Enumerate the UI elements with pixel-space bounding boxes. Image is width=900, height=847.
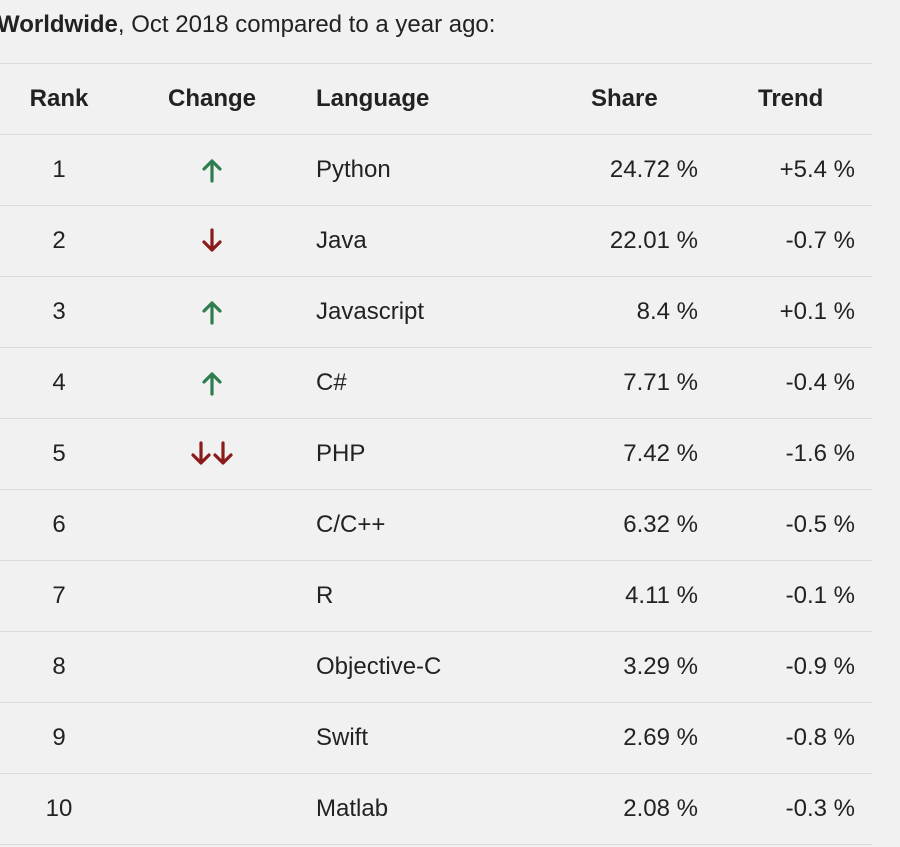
change-cell bbox=[150, 632, 274, 702]
change-cell bbox=[150, 419, 274, 489]
trend-cell: -1.6 % bbox=[785, 440, 855, 467]
rank-cell: 6 bbox=[52, 511, 66, 538]
column-header-trend: Trend bbox=[758, 85, 824, 112]
rank-cell: 4 bbox=[52, 369, 66, 396]
language-cell: Java bbox=[316, 227, 367, 254]
table-row: 9 Swift 2.69 % -0.8 % bbox=[0, 703, 872, 774]
trend-cell: +5.4 % bbox=[779, 156, 855, 183]
heading-description: , Oct 2018 compared to a year ago: bbox=[117, 11, 496, 38]
language-cell: PHP bbox=[316, 440, 366, 467]
trend-cell: -0.7 % bbox=[785, 227, 855, 254]
trend-cell: -0.4 % bbox=[785, 369, 855, 396]
change-cell bbox=[150, 348, 274, 418]
table-row: 7 R 4.11 % -0.1 % bbox=[0, 561, 872, 632]
heading-region: Worldwide bbox=[0, 11, 118, 38]
table-body: 1 Python 24.72 % +5.4 % 2 Java 22.01 % -0.7 % 3 J… bbox=[0, 135, 872, 845]
share-cell: 7.42 % bbox=[623, 440, 698, 467]
trend-cell: -0.5 % bbox=[785, 511, 855, 538]
table-row: 1 Python 24.72 % +5.4 % bbox=[0, 135, 872, 206]
arrow-up-icon bbox=[202, 159, 222, 183]
change-cell bbox=[150, 561, 274, 631]
column-header-rank: Rank bbox=[29, 85, 89, 112]
change-cell bbox=[150, 135, 274, 205]
trend-cell: -0.3 % bbox=[785, 795, 855, 822]
arrow-down-icon bbox=[213, 441, 233, 465]
share-cell: 2.08 % bbox=[623, 795, 698, 822]
rank-cell: 10 bbox=[45, 795, 73, 822]
share-cell: 24.72 % bbox=[609, 156, 698, 183]
language-cell: R bbox=[316, 582, 334, 609]
trend-cell: -0.1 % bbox=[785, 582, 855, 609]
trend-cell: -0.8 % bbox=[785, 724, 855, 751]
rank-cell: 2 bbox=[52, 227, 66, 254]
column-header-change: Change bbox=[167, 85, 256, 112]
arrow-up-icon bbox=[202, 301, 222, 325]
table-row: 3 Javascript 8.4 % +0.1 % bbox=[0, 277, 872, 348]
share-cell: 7.71 % bbox=[623, 369, 698, 396]
rank-cell: 3 bbox=[52, 298, 66, 325]
change-cell bbox=[150, 490, 274, 560]
language-cell: Javascript bbox=[316, 298, 425, 325]
change-cell bbox=[150, 277, 274, 347]
language-ranking-table: Rank Change Language Share Trend 1 Python… bbox=[0, 63, 872, 845]
table-row: 4 C# 7.71 % -0.4 % bbox=[0, 348, 872, 419]
rank-cell: 1 bbox=[52, 156, 66, 183]
table-header-row: Rank Change Language Share Trend bbox=[0, 64, 872, 135]
share-cell: 3.29 % bbox=[623, 653, 698, 680]
language-cell: Swift bbox=[316, 724, 369, 751]
rank-cell: 5 bbox=[52, 440, 66, 467]
change-cell bbox=[150, 774, 274, 844]
table-row: 2 Java 22.01 % -0.7 % bbox=[0, 206, 872, 277]
rank-cell: 8 bbox=[52, 653, 66, 680]
rank-cell: 7 bbox=[52, 582, 66, 609]
arrow-down-icon bbox=[191, 441, 211, 465]
share-cell: 2.69 % bbox=[623, 724, 698, 751]
rank-cell: 9 bbox=[52, 724, 66, 751]
table-row: 10 Matlab 2.08 % -0.3 % bbox=[0, 774, 872, 845]
language-cell: C# bbox=[316, 369, 347, 396]
share-cell: 8.4 % bbox=[636, 298, 698, 325]
share-cell: 22.01 % bbox=[609, 227, 698, 254]
table-row: 5 PHP 7.42 % -1.6 % bbox=[0, 419, 872, 490]
table-row: 6 C/C++ 6.32 % -0.5 % bbox=[0, 490, 872, 561]
trend-cell: -0.9 % bbox=[785, 653, 855, 680]
page-heading: Worldwide, Oct 2018 compared to a year a… bbox=[0, 9, 495, 41]
table-row: 8 Objective-C 3.29 % -0.9 % bbox=[0, 632, 872, 703]
language-cell: C/C++ bbox=[316, 511, 386, 538]
arrow-down-icon bbox=[202, 228, 222, 252]
share-cell: 4.11 % bbox=[625, 582, 698, 609]
change-cell bbox=[150, 703, 274, 773]
language-cell: Python bbox=[316, 156, 391, 183]
language-cell: Matlab bbox=[316, 795, 389, 822]
trend-cell: +0.1 % bbox=[779, 298, 855, 325]
arrow-up-icon bbox=[202, 372, 222, 396]
column-header-language: Language bbox=[316, 85, 430, 112]
column-header-share: Share bbox=[591, 85, 658, 112]
language-cell: Objective-C bbox=[316, 653, 442, 680]
change-cell bbox=[150, 206, 274, 276]
share-cell: 6.32 % bbox=[623, 511, 698, 538]
